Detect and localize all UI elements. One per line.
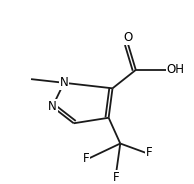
Text: N: N [48,100,57,113]
Text: F: F [146,146,152,159]
Text: OH: OH [167,63,185,76]
Text: F: F [83,152,89,165]
Text: O: O [123,31,133,44]
Text: N: N [60,76,68,89]
Text: F: F [113,171,120,184]
